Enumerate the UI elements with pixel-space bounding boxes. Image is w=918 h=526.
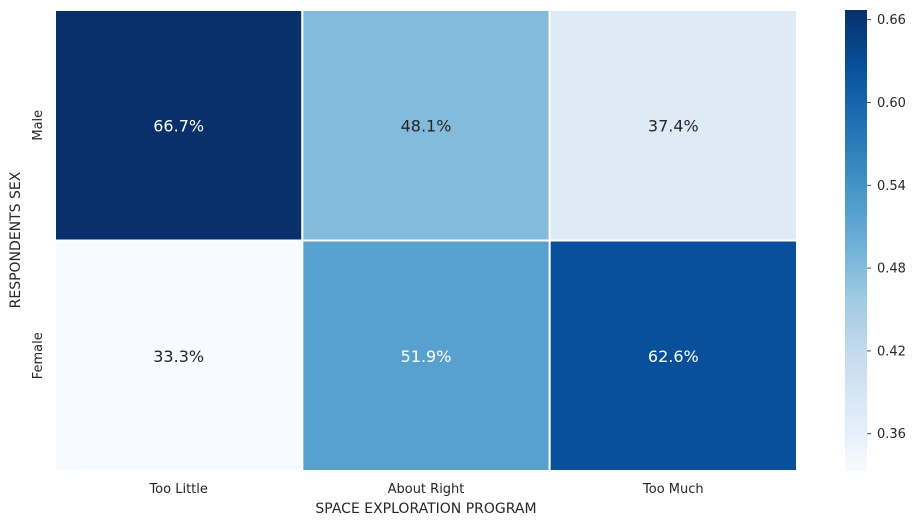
colorbar-tick-label: 0.36 [877, 427, 906, 442]
y-tick-label: Male [31, 110, 46, 141]
cell-value-label: 66.7% [153, 116, 204, 135]
y-axis-title: RESPONDENTS SEX [8, 171, 24, 308]
colorbar [845, 10, 867, 471]
x-tick-label: Too Little [148, 482, 207, 497]
heatmap-cell [54, 239, 304, 472]
cell-value-label: 33.3% [153, 347, 204, 366]
cell-value-label: 51.9% [401, 347, 452, 366]
heatmap-cell [548, 239, 799, 472]
colorbar-ticks: 0.36 0.42 0.48 0.54 0.60 0.66 [867, 13, 906, 442]
cell-value-label: 48.1% [401, 116, 452, 135]
y-tick-label: Female [31, 332, 46, 379]
colorbar-tick-label: 0.48 [877, 262, 906, 277]
colorbar-tick-label: 0.42 [877, 344, 906, 359]
x-tick-label: About Right [388, 482, 465, 497]
cell-value-label: 62.6% [648, 347, 699, 366]
heatmap-cells [54, 9, 799, 472]
x-axis-title: SPACE EXPLORATION PROGRAM [315, 501, 536, 517]
heatmap-cell [54, 9, 304, 242]
y-axis-ticks: Male Female [31, 110, 46, 379]
heatmap-cell [548, 9, 799, 242]
colorbar-tick-label: 0.54 [877, 179, 906, 194]
heatmap-cell [301, 9, 551, 242]
colorbar-tick-label: 0.66 [877, 13, 906, 28]
x-axis-ticks: Too Little About Right Too Much [148, 482, 703, 497]
heatmap-cell [301, 239, 551, 472]
colorbar-tick-label: 0.60 [877, 96, 906, 111]
cell-value-label: 37.4% [648, 116, 699, 135]
heatmap-cell-labels: 66.7% 48.1% 37.4% 33.3% 51.9% 62.6% [153, 116, 698, 366]
x-tick-label: Too Much [642, 482, 704, 497]
